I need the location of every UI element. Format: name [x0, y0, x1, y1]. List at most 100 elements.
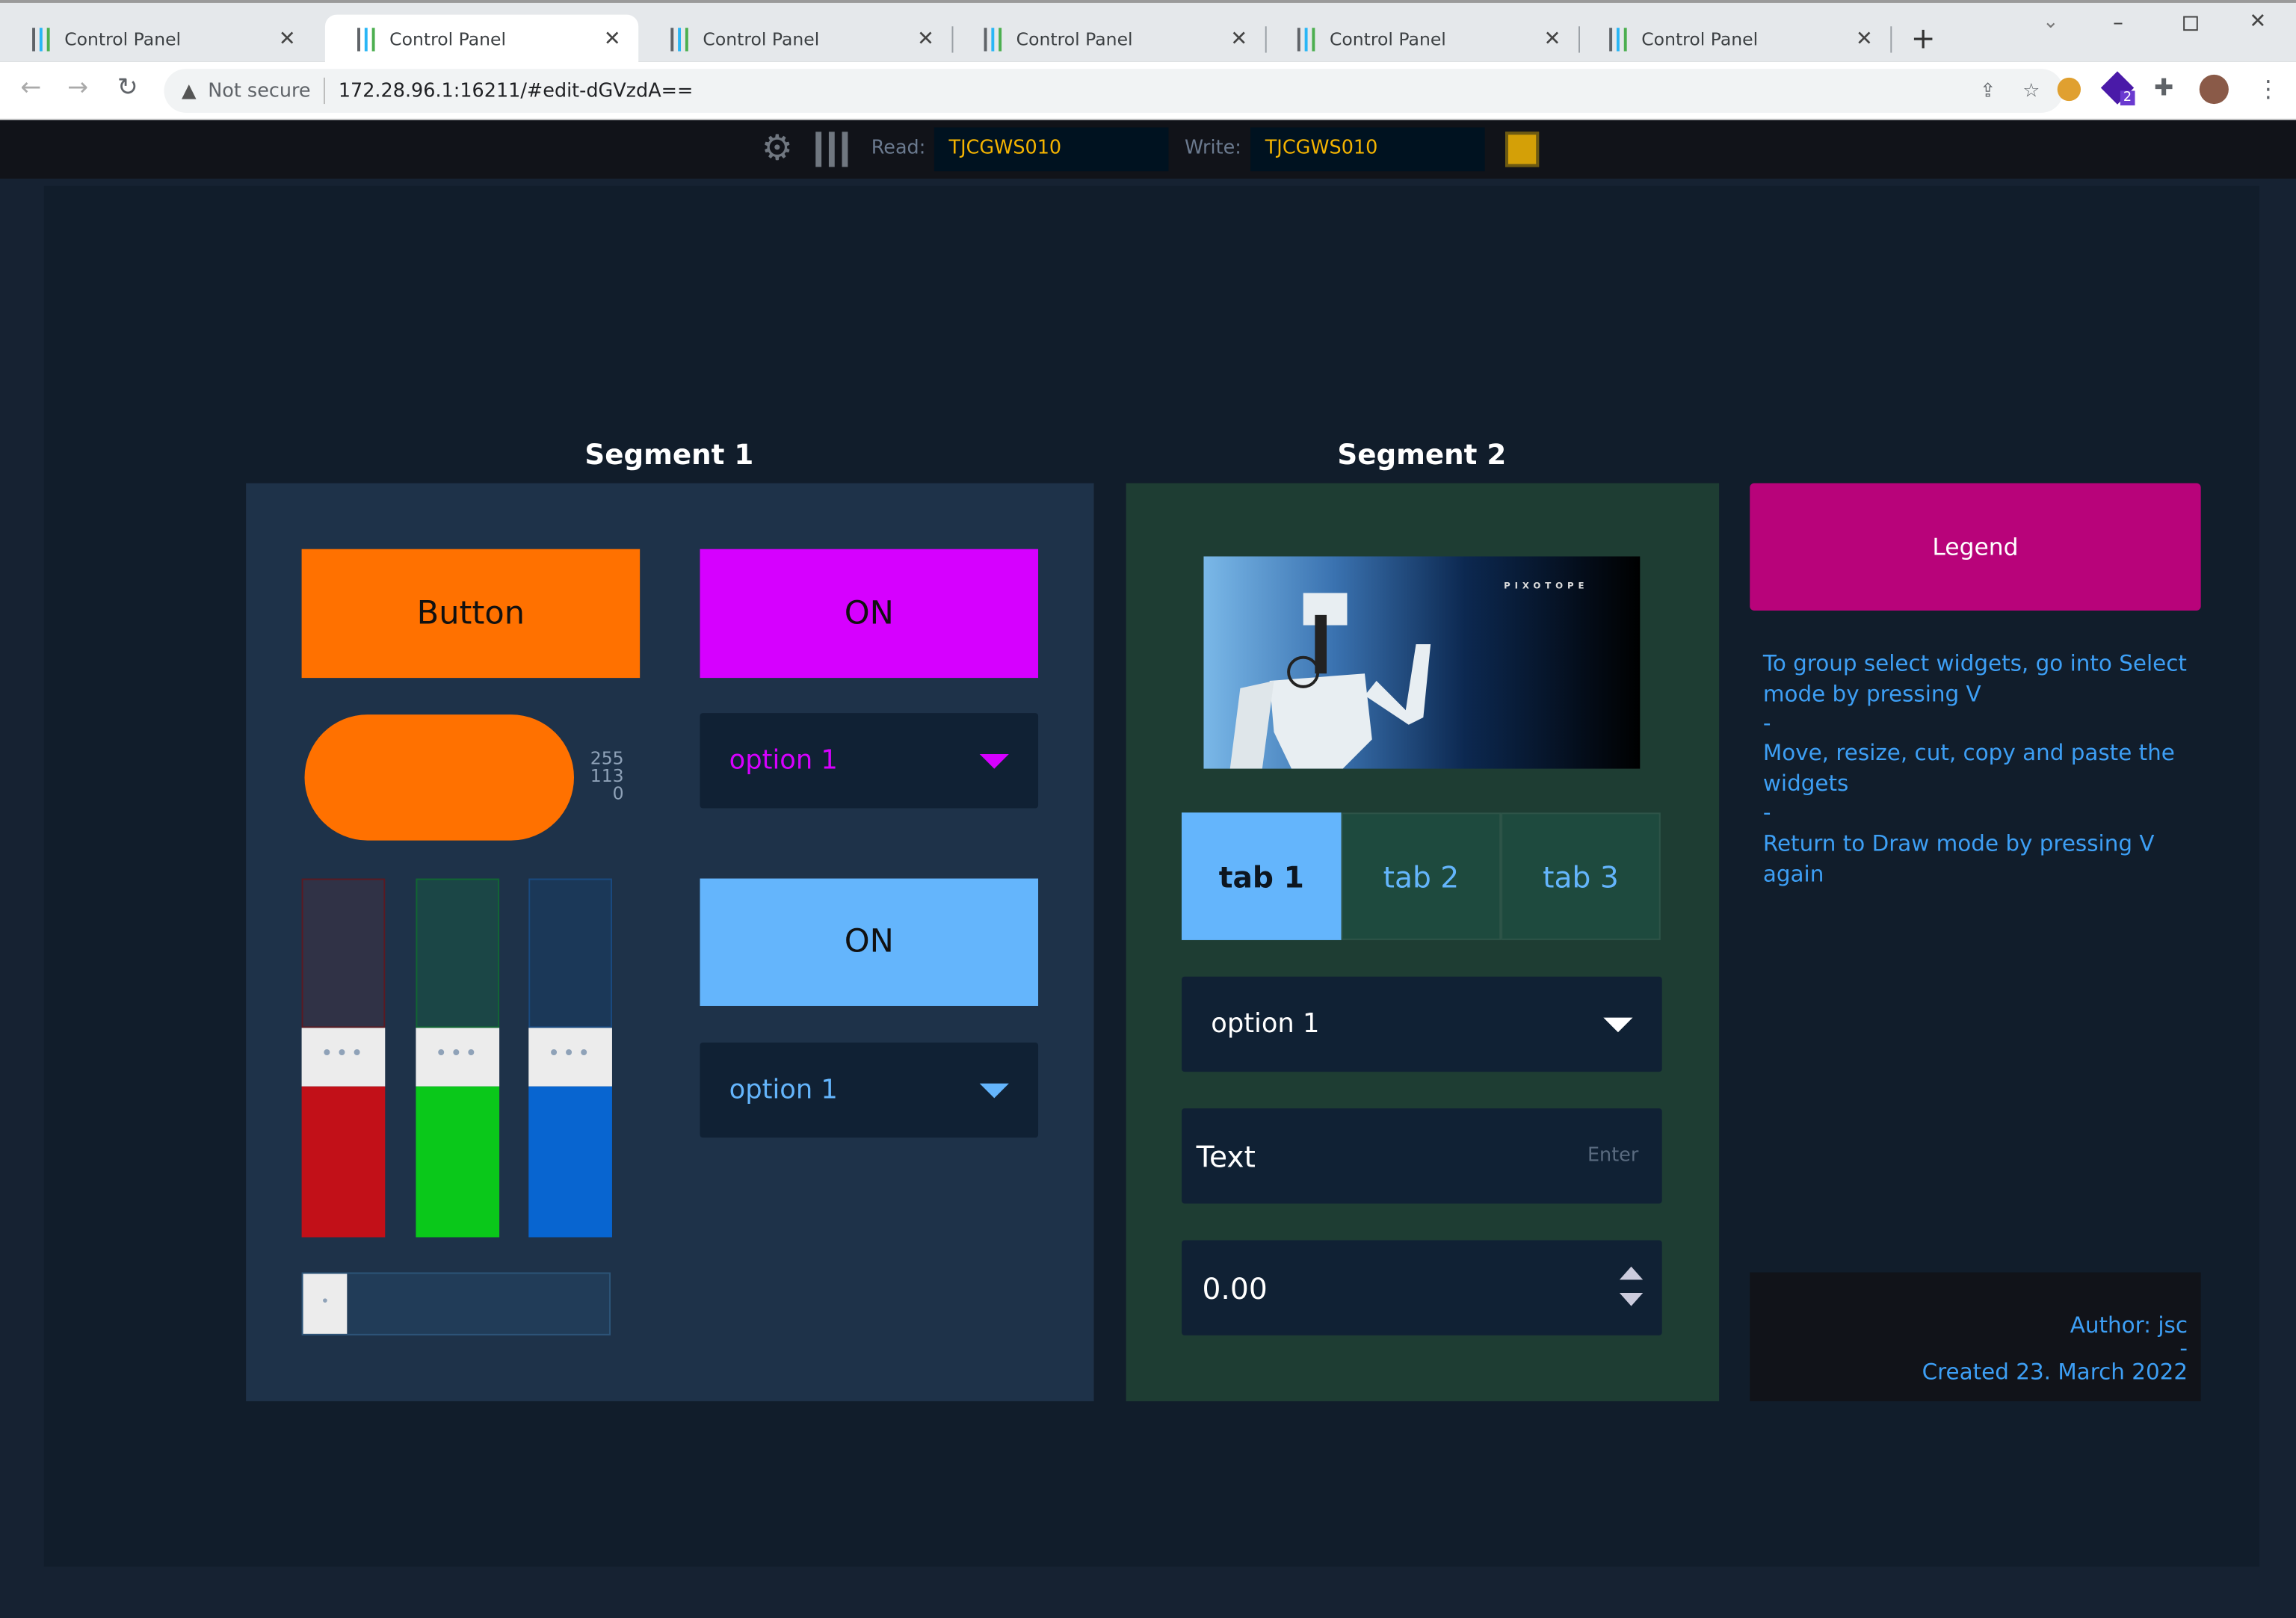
library-icon[interactable]	[815, 132, 848, 167]
green-value: 113	[590, 765, 624, 787]
close-tab-icon[interactable]: ✕	[1230, 28, 1248, 52]
tab-title: Control Panel	[1641, 29, 1759, 50]
maximize-button[interactable]	[2183, 16, 2198, 31]
author-box: Author: jsc - Created 23. March 2022	[1750, 1272, 2201, 1401]
reload-icon[interactable]: ↻	[117, 72, 138, 103]
segment-2-title: Segment 2	[1337, 439, 1507, 472]
instruction-3: Return to Draw mode by pressing V again	[1762, 830, 2155, 887]
sliders-icon	[354, 28, 377, 52]
segment-1-title: Segment 1	[584, 439, 754, 472]
browser-tab[interactable]: Control Panel ✕	[638, 15, 954, 65]
sliders-icon	[1606, 28, 1629, 52]
close-tab-icon[interactable]: ✕	[1543, 28, 1561, 52]
slider-handle[interactable]: •	[303, 1273, 348, 1334]
sliders-icon	[667, 28, 691, 52]
tab-title: Control Panel	[703, 29, 820, 50]
browser-tab[interactable]: Control Panel ✕	[951, 15, 1267, 65]
increment-arrow-icon[interactable]	[1619, 1266, 1644, 1280]
dropdown-blue[interactable]: option 1	[700, 1042, 1039, 1138]
close-tab-icon[interactable]: ✕	[278, 28, 296, 52]
text-value: Text	[1196, 1138, 1256, 1174]
tab-title: Control Panel	[389, 29, 507, 50]
slider-handle[interactable]: •••	[416, 1028, 500, 1087]
dropdown-value: option 1	[729, 1075, 838, 1106]
rgb-readout: 255 113 0	[583, 750, 624, 803]
security-label: Not secure	[208, 79, 311, 102]
write-label: Write:	[1184, 138, 1241, 160]
close-tab-icon[interactable]: ✕	[1855, 28, 1873, 52]
app-toolbar: ⚙ Read: TJCGWS010 Write: TJCGWS010	[0, 120, 2296, 179]
close-tab-icon[interactable]: ✕	[603, 28, 621, 52]
tab-title: Control Panel	[1016, 29, 1133, 50]
decrement-arrow-icon[interactable]	[1619, 1292, 1644, 1306]
author-separator: -	[2179, 1335, 2188, 1362]
url-text: 172.28.96.1:16211/#edit-dGVzdA==	[338, 79, 694, 102]
author-text: Author: jsc	[2070, 1312, 2188, 1338]
avatar[interactable]	[2199, 74, 2229, 105]
caret-down-icon	[979, 1082, 1009, 1098]
blue-value: 0	[612, 783, 624, 804]
tab-title: Control Panel	[1329, 29, 1446, 50]
status-indicator[interactable]	[1505, 132, 1540, 167]
number-value: 0.00	[1202, 1270, 1268, 1306]
slider-handle[interactable]: •••	[301, 1028, 386, 1087]
tab-1[interactable]: tab 1	[1182, 812, 1342, 940]
browser-tab[interactable]: Control Panel ✕	[0, 15, 313, 65]
green-slider[interactable]: •••	[416, 878, 500, 1238]
minimize-button[interactable]: –	[2113, 11, 2123, 36]
horizontal-slider[interactable]: •	[301, 1272, 611, 1336]
dropdown-value: option 1	[729, 745, 838, 776]
dropdown-value: option 1	[1211, 1008, 1320, 1040]
sliders-icon	[981, 28, 1004, 52]
menu-icon[interactable]: ⋮	[2256, 74, 2280, 103]
write-input[interactable]: TJCGWS010	[1250, 127, 1485, 172]
tab-3[interactable]: tab 3	[1501, 812, 1661, 940]
dropdown-magenta[interactable]: option 1	[700, 713, 1039, 809]
robot-figure	[1229, 593, 1431, 769]
forward-icon[interactable]: →	[67, 72, 89, 103]
color-preview[interactable]	[304, 714, 575, 841]
caret-down-icon	[979, 753, 1009, 768]
extension-badge: 2	[2120, 90, 2135, 106]
tab-search-icon[interactable]: ⌄	[2043, 11, 2059, 34]
share-icon[interactable]: ⇪	[1980, 79, 1996, 102]
url-bar[interactable]: ▲ Not secure 172.28.96.1:16211/#edit-dGV…	[164, 69, 2064, 113]
instruction-separator: -	[1762, 799, 1771, 826]
back-icon[interactable]: ←	[20, 72, 42, 103]
read-label: Read:	[871, 138, 926, 160]
instruction-separator: -	[1762, 710, 1771, 737]
pixotope-logo: PIXOTOPE	[1504, 581, 1589, 592]
read-input[interactable]: TJCGWS010	[933, 127, 1169, 172]
enter-hint: Enter	[1587, 1145, 1639, 1167]
blue-slider[interactable]: •••	[528, 878, 612, 1238]
cookie-extension-icon[interactable]	[2057, 77, 2081, 102]
instruction-1: To group select widgets, go into Select …	[1762, 649, 2187, 707]
browser-tab-active[interactable]: Control Panel ✕	[324, 14, 639, 65]
gear-icon[interactable]: ⚙	[761, 127, 793, 169]
browser-tab[interactable]: Control Panel ✕	[1265, 15, 1580, 65]
toggle-button-blue[interactable]: ON	[700, 878, 1039, 1006]
tab-2[interactable]: tab 2	[1341, 812, 1502, 940]
sliders-icon	[1294, 28, 1318, 52]
red-slider[interactable]: •••	[301, 878, 386, 1238]
created-date: Created 23. March 2022	[1922, 1359, 2188, 1386]
close-window-button[interactable]: ✕	[2249, 10, 2267, 34]
red-value: 255	[590, 748, 624, 769]
bookmark-star-icon[interactable]: ☆	[2022, 79, 2040, 102]
text-input[interactable]: Text Enter	[1182, 1108, 1662, 1204]
sliders-icon	[29, 28, 52, 52]
browser-tab[interactable]: Control Panel ✕	[1577, 15, 1892, 65]
close-tab-icon[interactable]: ✕	[916, 28, 934, 52]
browser-tab-strip: Control Panel ✕ Control Panel ✕ Control Pa…	[0, 0, 2296, 65]
push-button[interactable]: Button	[301, 549, 641, 679]
puzzle-icon[interactable]: ✚	[2153, 72, 2174, 102]
new-tab-button[interactable]: +	[1910, 20, 1936, 56]
slider-handle[interactable]: •••	[528, 1028, 612, 1087]
warning-icon: ▲	[181, 79, 197, 102]
caret-down-icon	[1603, 1016, 1633, 1032]
number-input[interactable]: 0.00	[1182, 1240, 1662, 1336]
dropdown-white[interactable]: option 1	[1182, 976, 1662, 1072]
address-toolbar: ← → ↻ ▲ Not secure 172.28.96.1:16211/#ed…	[0, 61, 2296, 120]
robot-image: PIXOTOPE	[1203, 556, 1641, 769]
toggle-button-magenta[interactable]: ON	[700, 549, 1039, 679]
